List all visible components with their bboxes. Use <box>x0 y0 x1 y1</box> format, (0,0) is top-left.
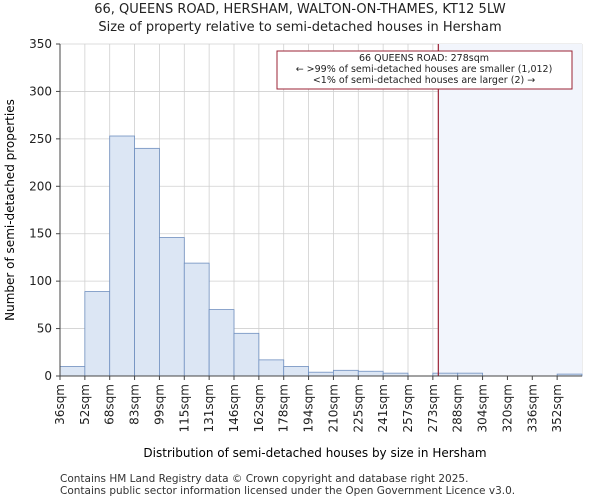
x-tick-label: 146sqm <box>227 384 241 432</box>
annotation-line-2: ← >99% of semi-detached houses are small… <box>296 64 553 75</box>
y-axis-label: Number of semi-detached properties <box>3 99 17 321</box>
bar-162sqm <box>258 359 285 377</box>
y-tick-label: 300 <box>29 84 52 98</box>
x-tick-label: 83sqm <box>128 384 142 425</box>
chart-title: 66, QUEENS ROAD, HERSHAM, WALTON-ON-THAM… <box>94 2 506 17</box>
x-tick-label: 352sqm <box>550 384 564 432</box>
annotation-line-1: 66 QUEENS ROAD: 278sqm <box>359 53 489 64</box>
y-tick-label: 50 <box>37 322 52 336</box>
bar-68sqm <box>109 135 135 377</box>
y-tick-label: 100 <box>29 274 52 288</box>
footer-licence: Contains public sector information licen… <box>60 485 516 497</box>
x-tick-label: 115sqm <box>177 384 191 432</box>
x-tick-label: 257sqm <box>401 384 415 432</box>
bar-36sqm <box>59 366 86 377</box>
x-tick-label: 320sqm <box>500 384 514 432</box>
x-tick-label: 162sqm <box>252 384 266 432</box>
annotation-box: 66 QUEENS ROAD: 278sqm ← >99% of semi-de… <box>276 50 573 90</box>
annotation-line-3: <1% of semi-detached houses are larger (… <box>313 75 535 86</box>
y-tick-label: 350 <box>29 37 52 51</box>
x-tick-label: 178sqm <box>277 384 291 432</box>
x-tick-label: 241sqm <box>376 384 390 432</box>
x-tick-label: 99sqm <box>152 384 166 425</box>
bar-210sqm <box>333 369 359 377</box>
x-tick-label: 194sqm <box>302 384 316 432</box>
y-tick-label: 0 <box>44 369 52 383</box>
x-tick-label: 273sqm <box>426 384 440 432</box>
bar-99sqm <box>159 237 185 377</box>
bar-146sqm <box>233 332 260 377</box>
bar-83sqm <box>134 147 160 377</box>
x-tick-label: 304sqm <box>476 384 490 432</box>
histogram-chart: 0 50 100 150 200 250 300 350 36sqm 52sqm 68sqm 83sq… <box>3 37 583 460</box>
x-tick-label: 36sqm <box>53 384 67 425</box>
larger-region-highlight <box>438 44 582 376</box>
y-tick-label: 250 <box>29 132 52 146</box>
x-tick-label: 288sqm <box>451 384 465 432</box>
x-tick-label: 336sqm <box>525 384 539 432</box>
x-tick-label: 52sqm <box>78 384 92 425</box>
x-tick-label: 68sqm <box>103 384 117 425</box>
bar-52sqm <box>84 291 111 377</box>
x-tick-label: 210sqm <box>326 384 340 432</box>
y-tick-label: 150 <box>29 227 52 241</box>
chart-subtitle: Size of property relative to semi-detach… <box>98 20 502 35</box>
bar-194sqm <box>308 371 334 377</box>
bar-178sqm <box>283 366 309 377</box>
bar-131sqm <box>208 309 235 377</box>
footer-copyright: Contains HM Land Registry data © Crown c… <box>60 473 469 485</box>
bar-225sqm <box>357 370 384 377</box>
x-tick-label: 225sqm <box>351 384 365 432</box>
bar-115sqm <box>183 262 210 377</box>
x-axis-label: Distribution of semi-detached houses by … <box>143 446 486 460</box>
x-tick-label: 131sqm <box>202 384 216 432</box>
y-tick-label: 200 <box>29 179 52 193</box>
